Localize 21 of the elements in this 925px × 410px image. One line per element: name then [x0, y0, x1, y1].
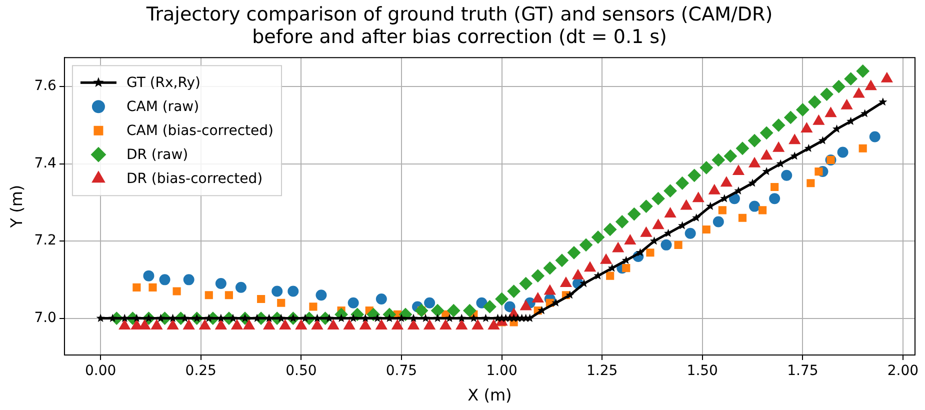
y-tick-label: 7.0	[34, 310, 56, 326]
y-tick-label: 7.4	[34, 155, 57, 172]
x-tick-label: 1.25	[586, 363, 618, 380]
x-tick-label: 2.00	[887, 363, 919, 380]
x-tick-label: 0.00	[84, 363, 116, 380]
x-tick-label: 0.75	[386, 363, 418, 380]
y-tick-label: 7.6	[34, 78, 57, 94]
x-tick-label: 1.00	[486, 363, 518, 380]
x-tick-label: 0.25	[185, 363, 216, 380]
chart-title: Trajectory comparison of ground truth (GT) and sensors (CAM/DR) before and after bias correction (dt = 0.1 s)	[145, 3, 773, 48]
y-axis-title: Y (m)	[6, 184, 26, 229]
x-tick-label: 0.50	[286, 363, 317, 380]
legend-label: GT (Rx,Ry)	[126, 75, 200, 92]
legend-label: CAM (bias-corrected)	[126, 123, 274, 140]
legend-label: DR (raw)	[126, 147, 188, 164]
x-tick-label: 1.50	[686, 363, 718, 380]
x-axis-title: X (m)	[468, 386, 512, 405]
x-tick-label: 1.75	[787, 363, 818, 380]
legend-label: DR (bias-corrected)	[126, 171, 263, 188]
y-tick-label: 7.2	[34, 232, 56, 249]
legend-label: CAM (raw)	[126, 99, 200, 116]
